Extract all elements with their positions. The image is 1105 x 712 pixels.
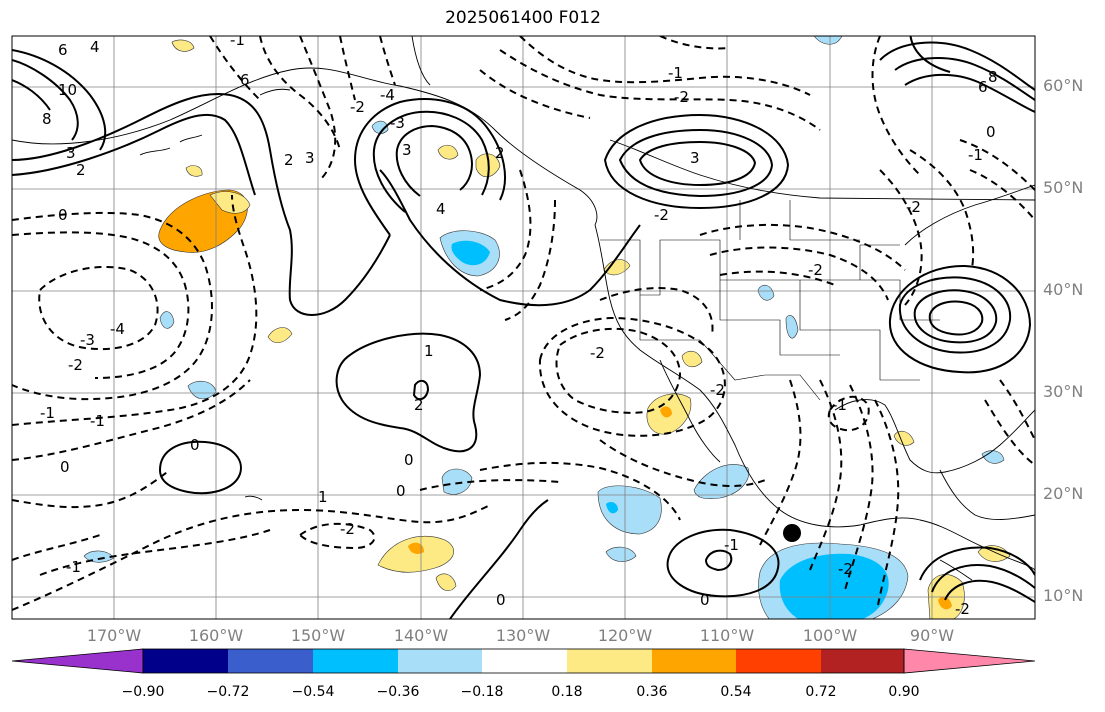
- state-borders: [600, 200, 940, 401]
- contour-label: -4: [110, 320, 125, 338]
- contour-label: -2: [906, 198, 921, 216]
- colorbar-segment: [736, 649, 821, 673]
- contour-label: -2: [590, 344, 605, 362]
- contour-label: -2: [340, 520, 355, 538]
- colorbar: [11, 648, 1036, 674]
- contour-label: -1: [230, 31, 245, 49]
- contour-label: -2: [674, 88, 689, 106]
- latitude-label: 50°N: [1043, 178, 1084, 197]
- contour-label: 0: [404, 451, 414, 469]
- contour-label: -2: [654, 206, 669, 224]
- contour-label: 2: [495, 144, 505, 162]
- contour-label: 1: [318, 488, 328, 506]
- contour-label: -2: [808, 261, 823, 279]
- contour-label: -1: [968, 146, 983, 164]
- colorbar-under-extend: [11, 648, 144, 674]
- contour-label: -2: [710, 381, 725, 399]
- colorbar-tick-label: 0.54: [720, 684, 752, 700]
- longitude-label: 160°W: [188, 626, 244, 645]
- contour-label: -2: [68, 356, 83, 374]
- contour-label: 0: [496, 591, 506, 609]
- longitude-label: 140°W: [393, 626, 449, 645]
- contour-label: 8: [988, 68, 998, 86]
- contour-label: 2: [284, 151, 294, 169]
- map-title: 2025061400 F012: [445, 8, 601, 28]
- colorbar-tick-label: 0.36: [636, 684, 668, 700]
- contour-label: 0: [396, 482, 406, 500]
- contour-label: -3: [80, 331, 95, 349]
- longitude-label: 90°W: [909, 626, 955, 645]
- location-marker: [783, 524, 801, 542]
- contour-label: 4: [436, 200, 446, 218]
- contour-label: 2: [414, 396, 424, 414]
- contours-positive: [12, 36, 1035, 619]
- longitude-label: 130°W: [495, 626, 551, 645]
- contour-label: -2: [955, 600, 970, 618]
- contour-label: -1: [90, 412, 105, 430]
- colorbar-segment: [652, 649, 736, 673]
- colorbar-segment: [821, 649, 904, 673]
- contour-label: 8: [42, 110, 52, 128]
- colorbar-tick-label: −0.90: [121, 684, 165, 700]
- longitude-label: 100°W: [802, 626, 858, 645]
- colorbar-tick-label: −0.54: [291, 684, 335, 700]
- colorbar-over-extend: [903, 648, 1036, 674]
- contour-label: 1: [424, 342, 434, 360]
- longitude-label: 120°W: [597, 626, 653, 645]
- contour-label: 0: [190, 436, 200, 454]
- contour-label: 6: [240, 71, 250, 89]
- contour-label: 0: [58, 206, 68, 224]
- map-frame: [11, 35, 1036, 620]
- longitude-label: 170°W: [86, 626, 142, 645]
- contour-labels: 6 4 10 8 3 2 0 -3 -4 -2 -1 0 -1 -1 6 3 4…: [40, 31, 998, 618]
- contour-label: 2: [76, 161, 86, 179]
- colorbar-segment: [228, 649, 313, 673]
- latitude-label: 30°N: [1043, 382, 1084, 401]
- contours-negative: [12, 36, 1035, 611]
- contour-label: 3: [690, 149, 700, 167]
- negative-shading: [83, 36, 1005, 619]
- colorbar-tick-label: 0.90: [888, 684, 920, 700]
- colorbar-tick-label: −0.18: [460, 684, 504, 700]
- coastlines: [12, 36, 1035, 581]
- contour-label: 4: [90, 38, 100, 56]
- contour-label: -1: [832, 396, 847, 414]
- colorbar-tick-label: −0.36: [376, 684, 420, 700]
- latitude-label: 40°N: [1043, 280, 1084, 299]
- colorbar-tick-label: −0.72: [206, 684, 250, 700]
- contour-label: -1: [668, 64, 683, 82]
- longitude-label: 110°W: [699, 626, 755, 645]
- colorbar-segment: [143, 649, 228, 673]
- contour-label: 6: [978, 78, 988, 96]
- contour-label: 0: [986, 123, 996, 141]
- contour-label: -2: [350, 98, 365, 116]
- contour-label: -1: [724, 536, 739, 554]
- contour-label: 3: [66, 144, 76, 162]
- contour-label: -4: [380, 86, 395, 104]
- contour-label: -1: [40, 404, 55, 422]
- contour-label: 6: [58, 41, 68, 59]
- longitude-label: 150°W: [290, 626, 346, 645]
- contour-label: -1: [66, 558, 81, 576]
- colorbar-segment: [313, 649, 398, 673]
- latitude-label: 10°N: [1043, 586, 1084, 605]
- colorbar-segment: [567, 649, 652, 673]
- colorbar-segment: [482, 649, 567, 673]
- contour-label: -3: [390, 114, 405, 132]
- contour-label: 3: [305, 149, 315, 167]
- contour-label: 0: [700, 591, 710, 609]
- colorbar-frame: [142, 648, 905, 674]
- positive-shading: [158, 39, 1011, 619]
- colorbar-segment: [398, 649, 482, 673]
- contour-label: -2: [838, 560, 853, 578]
- colorbar-tick-label: 0.72: [805, 684, 837, 700]
- colorbar-tick-label: 0.18: [551, 684, 583, 700]
- contour-label: 0: [60, 458, 70, 476]
- latitude-label: 20°N: [1043, 484, 1084, 503]
- latitude-label: 60°N: [1043, 76, 1084, 95]
- contour-label: 10: [58, 81, 77, 99]
- contour-label: 3: [402, 141, 412, 159]
